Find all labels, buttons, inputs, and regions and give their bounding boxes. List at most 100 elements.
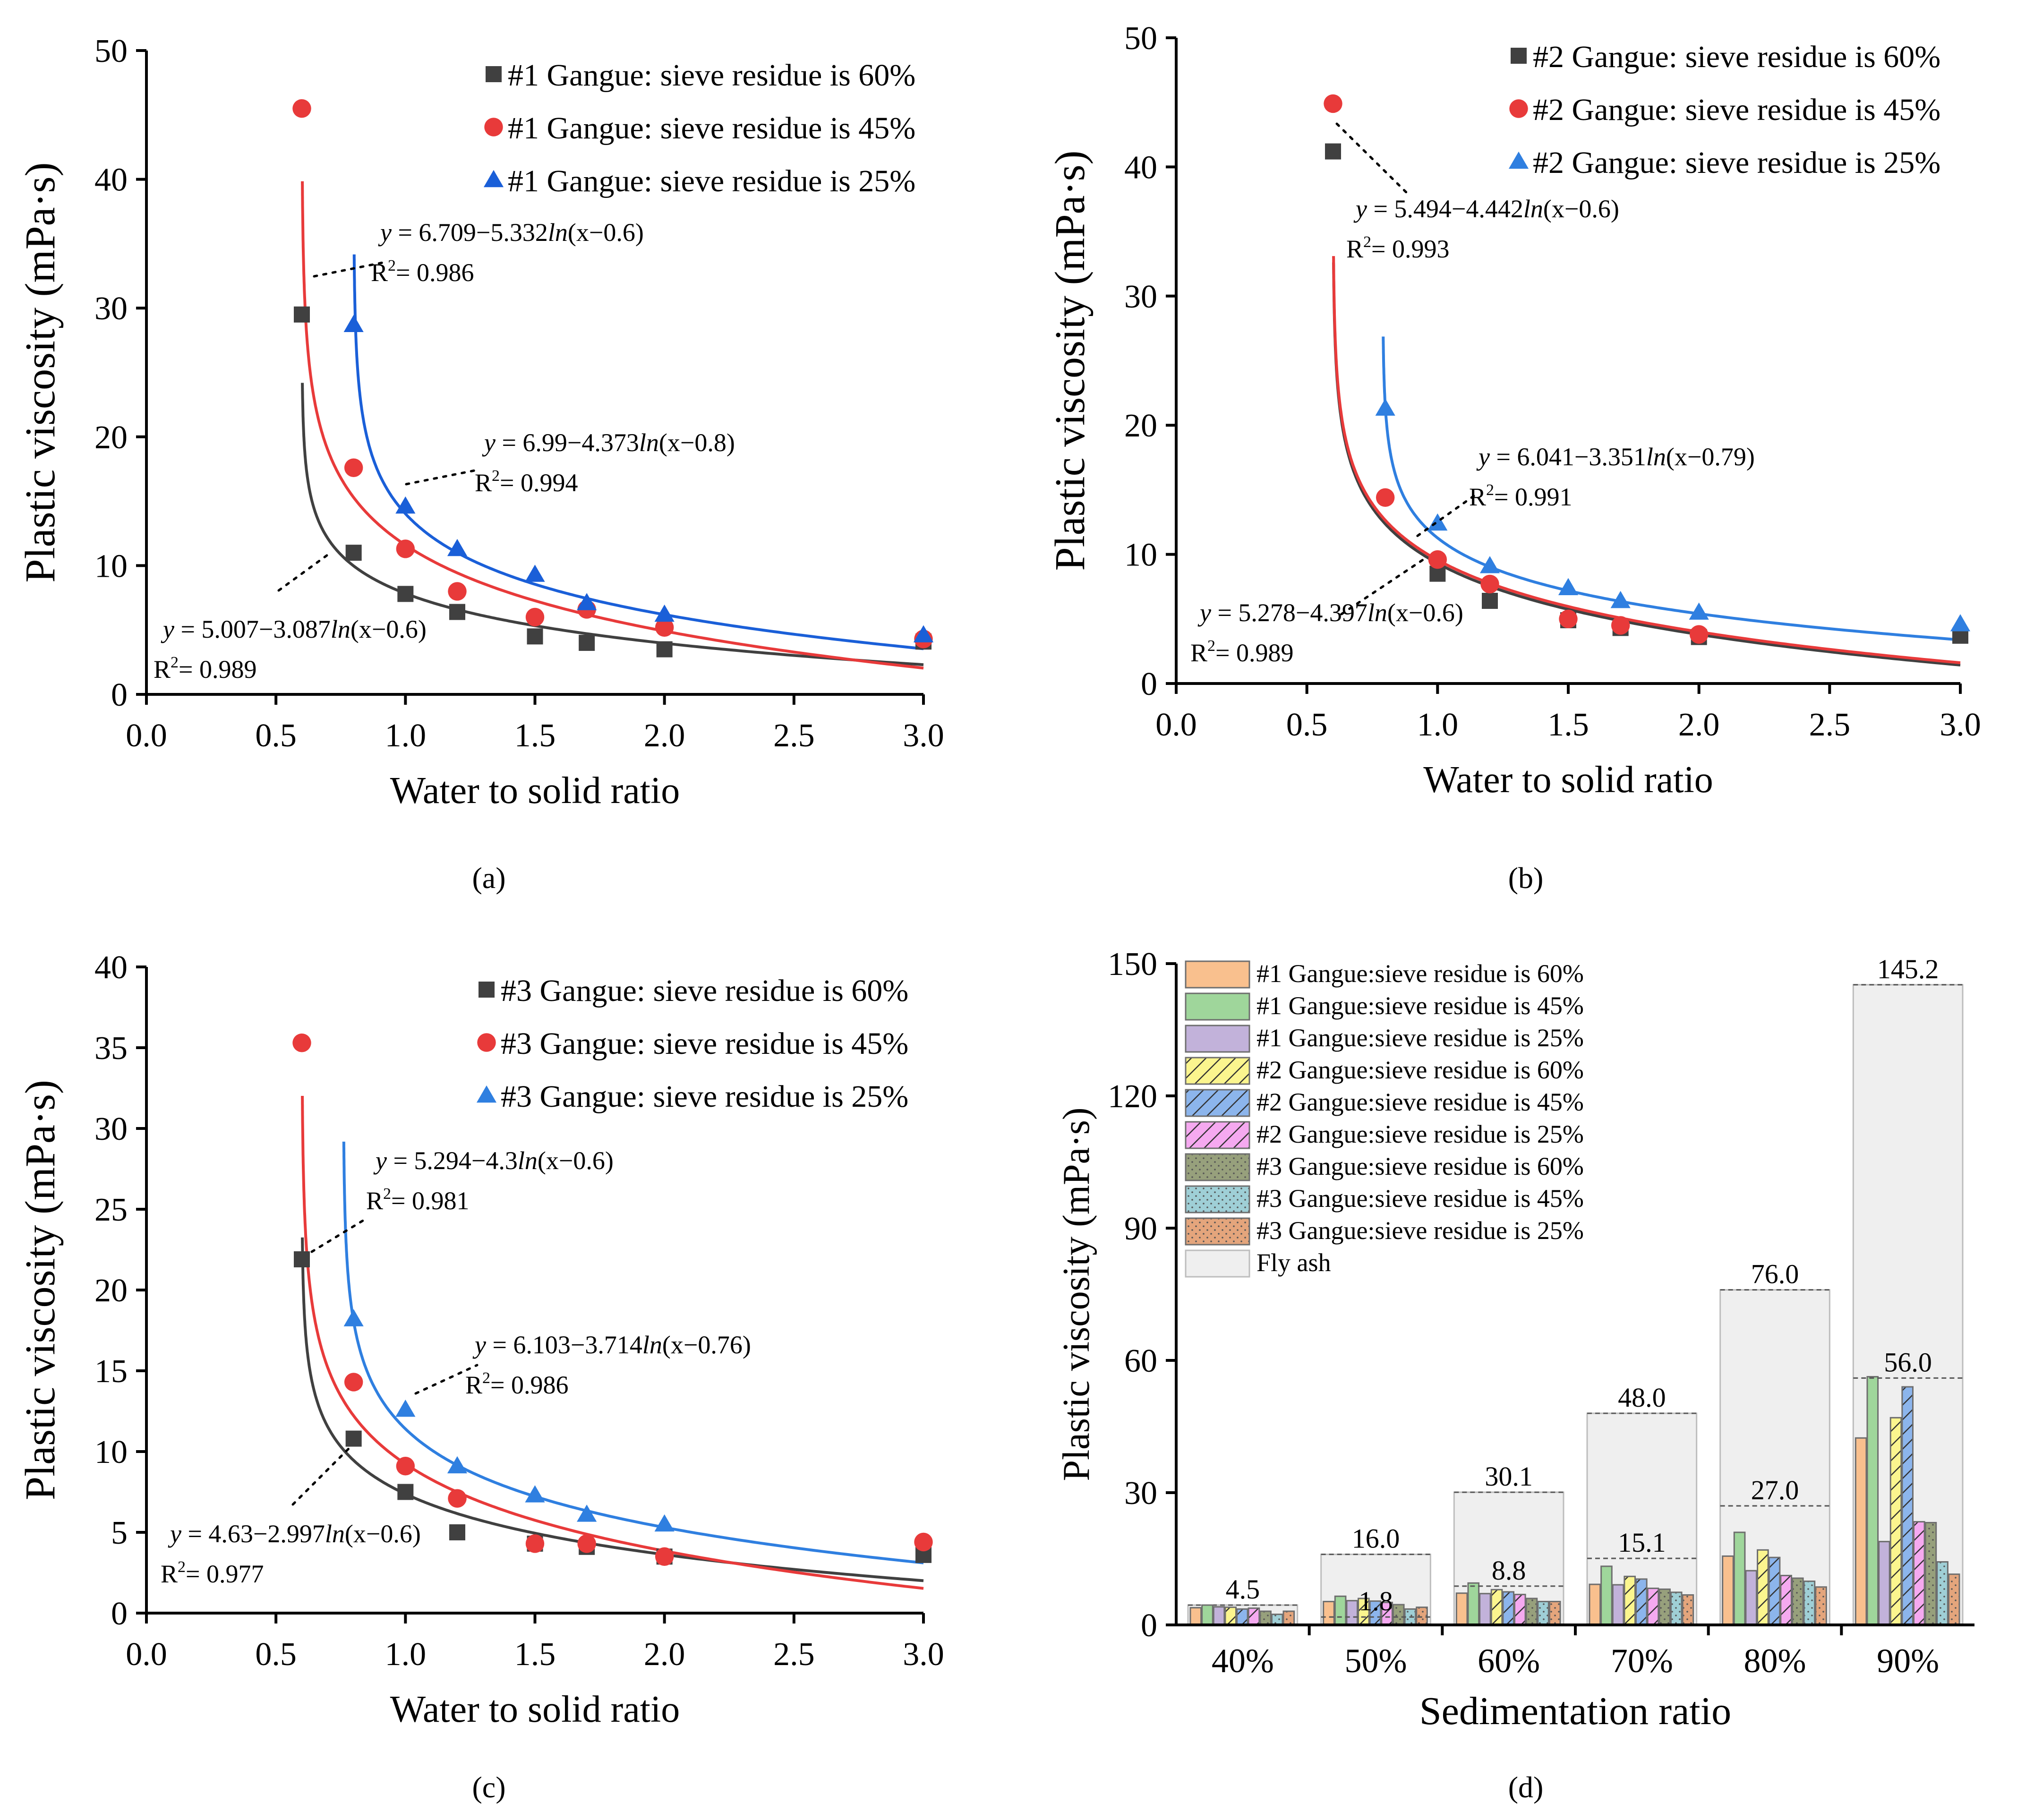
bar-series-4: [1889, 1417, 1902, 1626]
bar-series-7: [1392, 1604, 1405, 1626]
panel-a-label: (a): [472, 861, 505, 895]
y-tick-label: 120: [1108, 1078, 1157, 1115]
bar-series-7: [1259, 1610, 1272, 1626]
category-label: 70%: [1611, 1642, 1673, 1680]
equation-part: y: [1353, 195, 1367, 223]
y-axis-title: Plastic viscosity (mPa·s): [17, 1080, 64, 1500]
annotation-leader: [1340, 556, 1428, 615]
equation-part: (x−0.8): [659, 428, 735, 457]
x-tick-label: 1.5: [514, 718, 556, 754]
r-squared-part: = 0.977: [186, 1560, 264, 1588]
bar-series-3: [1745, 1570, 1758, 1626]
equation-part: ln: [331, 615, 350, 643]
x-tick-label: 3.0: [903, 1636, 944, 1673]
equation-part: ln: [642, 1331, 662, 1359]
legend-swatch-8: [1185, 1185, 1250, 1213]
bar-series-2: [1467, 1582, 1480, 1626]
r-squared: R2= 0.989: [1190, 637, 1294, 667]
x-tick-label: 0.0: [1155, 707, 1197, 743]
data-point-series-3: [525, 564, 545, 582]
bar-series-6: [1248, 1607, 1260, 1626]
data-point-series-2: [914, 1532, 933, 1552]
r-squared-part: = 0.981: [391, 1187, 469, 1215]
x-tick-label: 0.5: [255, 1636, 297, 1673]
legend-marker-1: [486, 66, 502, 82]
x-tick-label: 3.0: [903, 718, 944, 754]
r-squared: R2= 0.989: [154, 654, 257, 684]
legend-swatch-6: [1185, 1121, 1250, 1149]
data-point-series-3: [1689, 602, 1709, 620]
data-point-series-2: [1611, 616, 1630, 635]
y-tick-label: 20: [1124, 408, 1157, 444]
data-point-series-3: [447, 538, 468, 556]
legend-swatch-fly-ash: [1185, 1249, 1250, 1278]
y-tick-label: 10: [94, 1434, 128, 1470]
x-tick-label: 2.5: [773, 718, 815, 754]
data-point-series-1: [345, 545, 362, 561]
category-label: 50%: [1345, 1642, 1407, 1680]
equation-part: ln: [548, 218, 568, 247]
reference-value-label: 8.8: [1492, 1555, 1526, 1586]
bar-series-7: [1658, 1588, 1671, 1626]
data-point-series-3: [577, 593, 597, 610]
panel-c-label: (c): [472, 1770, 505, 1804]
bar-series-9: [1948, 1573, 1960, 1626]
equation-part: = 5.494−4.442: [1367, 195, 1523, 223]
data-point-series-2: [525, 607, 545, 627]
data-point-series-3: [1479, 556, 1500, 573]
category-label: 80%: [1744, 1642, 1806, 1680]
bar-series-9: [1416, 1606, 1428, 1626]
bar-series-9: [1815, 1586, 1827, 1626]
data-point-series-2: [655, 1547, 674, 1566]
data-point-series-2: [1324, 94, 1342, 113]
x-axis-title: Water to solid ratio: [1423, 759, 1713, 801]
y-tick-label: 0: [111, 1596, 128, 1632]
bar-series-1: [1189, 1607, 1202, 1626]
r-squared: R2= 0.977: [161, 1558, 264, 1588]
bar-series-3: [1346, 1600, 1359, 1626]
y-tick-label: 30: [1124, 1475, 1157, 1512]
reference-value-label: 27.0: [1751, 1475, 1799, 1505]
reference-value-label: 56.0: [1884, 1347, 1932, 1377]
fit-curve-3: [352, 254, 924, 650]
x-tick-label: 0.0: [126, 1636, 167, 1673]
fit-equation: y = 5.294−4.3ln(x−0.6): [373, 1146, 614, 1175]
r-squared: R2= 0.981: [366, 1185, 470, 1215]
panel-c-plot: 0 5 10 15 20 25 30 35 40 0.0 0.5 1.0 1.5 2.0 2.5 3.0 Wat…: [17, 949, 944, 1730]
r-squared-part: R: [475, 469, 492, 497]
legend-label-2: #3 Gangue: sieve residue is 45%: [501, 1026, 908, 1061]
data-point-series-3: [1427, 513, 1448, 531]
bar-series-9: [1682, 1594, 1694, 1626]
fit-equation: y = 4.63−2.997ln(x−0.6): [168, 1520, 421, 1548]
legend-label-2: #1 Gangue:sieve residue is 45%: [1256, 991, 1584, 1020]
category-label: 40%: [1212, 1642, 1274, 1680]
panel-b-label: (b): [1508, 861, 1544, 895]
data-point-series-2: [525, 1534, 545, 1553]
legend-marker-3: [483, 170, 504, 188]
equation-part: (x−0.6): [1543, 195, 1619, 223]
y-tick-label: 40: [94, 162, 128, 198]
annotation-leader: [291, 1446, 351, 1506]
bar-series-2: [1334, 1595, 1347, 1626]
bar-series-6: [1647, 1588, 1659, 1626]
bar-series-1: [1323, 1601, 1335, 1626]
data-point-series-1: [527, 628, 543, 645]
equation-part: ln: [518, 1146, 538, 1175]
fit-equation: y = 6.709−5.332ln(x−0.6): [378, 218, 644, 247]
annotation-leader: [277, 551, 332, 592]
y-tick-label: 30: [1124, 279, 1157, 315]
fit-equation: y = 6.103−3.714ln(x−0.76): [472, 1331, 751, 1359]
y-tick-label: 50: [1124, 20, 1157, 57]
fit-curve-2: [301, 181, 924, 670]
equation-part: ln: [1523, 195, 1543, 223]
equation-part: = 6.041−3.351: [1490, 443, 1646, 471]
bar-series-9: [1548, 1601, 1561, 1626]
fly-ash-value-label: 76.0: [1751, 1259, 1799, 1290]
y-tick-label: 5: [111, 1515, 128, 1551]
annotation-leader: [313, 261, 386, 278]
r-squared: R2= 0.991: [1469, 481, 1573, 511]
legend-label-1: #1 Gangue: sieve residue is 60%: [508, 58, 915, 93]
data-point-series-2: [448, 582, 467, 601]
x-tick-label: 1.0: [1417, 707, 1459, 743]
legend-label-9: #3 Gangue:sieve residue is 25%: [1256, 1216, 1584, 1245]
